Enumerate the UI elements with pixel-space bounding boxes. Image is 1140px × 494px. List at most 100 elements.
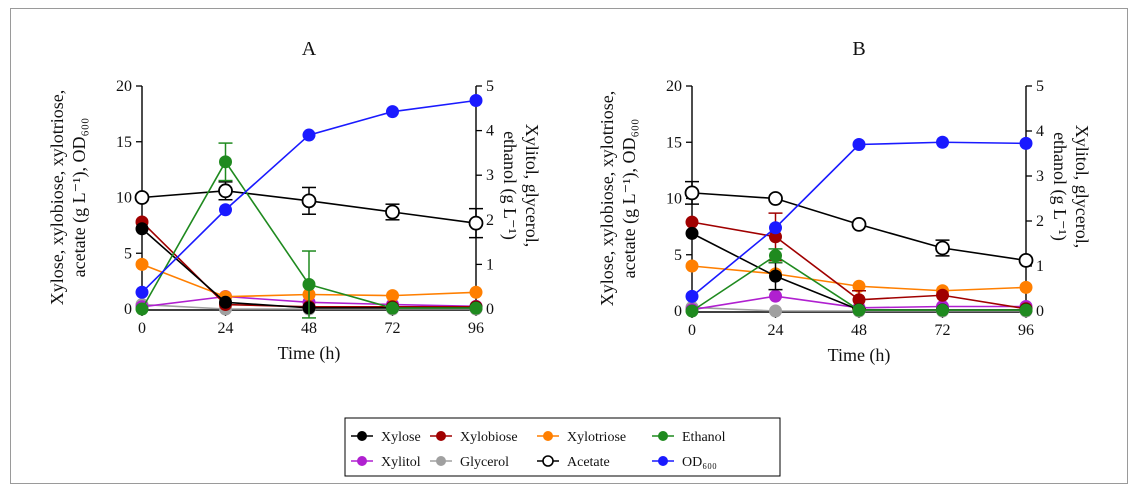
data-point bbox=[769, 230, 782, 244]
legend-label: Xylobiose bbox=[460, 430, 518, 445]
legend-label: OD₆₀₀ bbox=[682, 455, 717, 470]
y-axis-right-title: Xylitol, glycerol,ethanol (g L⁻¹) bbox=[499, 124, 542, 247]
legend: Xylose Xylobiose Xylotriose Ethanol Xylitol G… bbox=[344, 417, 781, 477]
data-point bbox=[135, 257, 149, 271]
legend-item-xylobiose: Xylobiose bbox=[430, 430, 518, 445]
y-axis-right-title-line2: ethanol (g L⁻¹) bbox=[1049, 132, 1070, 241]
data-point bbox=[769, 221, 782, 235]
series-acetate bbox=[134, 181, 484, 239]
data-point bbox=[769, 269, 782, 283]
data-point bbox=[936, 288, 949, 302]
data-point bbox=[469, 285, 483, 299]
data-point bbox=[936, 135, 949, 149]
y-axis-left-title: Xylose, xylobiose, xylotriose, acetate (g… bbox=[597, 91, 640, 306]
y-axis-right-title: Xylitol, glycerol,ethanol (g L⁻¹) bbox=[1049, 125, 1092, 248]
data-point bbox=[218, 183, 233, 199]
y-right-tick-label: 2 bbox=[1036, 213, 1044, 230]
data-point bbox=[219, 295, 232, 309]
legend-item-xylotriose: Xylotriose bbox=[537, 430, 626, 445]
y-left-tick-label: 0 bbox=[674, 303, 682, 320]
data-point bbox=[134, 190, 150, 205]
y-right-tick-label: 0 bbox=[1036, 303, 1044, 320]
x-tick-label: 0 bbox=[688, 322, 696, 339]
x-tick-label: 24 bbox=[768, 322, 784, 339]
y-axis-right-title-line1: Xylitol, glycerol, bbox=[522, 124, 542, 247]
data-point bbox=[135, 222, 149, 236]
panel-title: B bbox=[852, 38, 865, 60]
x-tick-label: 0 bbox=[138, 320, 146, 337]
series-ethanol bbox=[685, 248, 1033, 318]
legend-label: Acetate bbox=[567, 455, 610, 470]
data-point bbox=[685, 259, 699, 273]
y-left-tick-label: 15 bbox=[666, 134, 682, 151]
series-ethanol bbox=[135, 142, 483, 319]
y-left-tick-label: 10 bbox=[666, 191, 682, 208]
data-point bbox=[469, 93, 483, 107]
data-point bbox=[684, 185, 700, 201]
data-point bbox=[769, 289, 782, 303]
y-right-tick-label: 0 bbox=[486, 301, 494, 318]
legend-marker bbox=[543, 431, 553, 441]
data-point bbox=[219, 155, 232, 169]
x-tick-label: 96 bbox=[468, 320, 484, 337]
data-point bbox=[386, 301, 399, 315]
legend-item-acetate: Acetate bbox=[537, 455, 610, 470]
data-point bbox=[1019, 280, 1033, 294]
y-right-tick-label: 3 bbox=[1036, 168, 1044, 185]
legend-label: Ethanol bbox=[682, 430, 726, 445]
y-right-tick-label: 1 bbox=[486, 256, 494, 273]
panel-a: A 0 5 10 15 20 0 1 2 3 4 5 0 24 48 72 96 Time (h) Xylose, … bbox=[47, 38, 542, 364]
data-point bbox=[386, 289, 399, 303]
legend-marker bbox=[357, 456, 367, 466]
data-point bbox=[852, 138, 866, 151]
legend-label: Xylitol bbox=[381, 455, 421, 470]
panel-b: B 0 5 10 15 20 0 1 2 3 4 5 0 24 48 72 96 Time (h) Xylose, … bbox=[597, 38, 1092, 366]
y-right-tick-label: 4 bbox=[486, 123, 494, 140]
data-point bbox=[769, 249, 782, 263]
data-point bbox=[852, 279, 866, 293]
y-axis-left-title-line1: Xylose, xylobiose, xylotriose, bbox=[47, 90, 67, 305]
data-point bbox=[1019, 303, 1033, 317]
y-axis-left-title-line2: acetate (g L⁻¹), OD₆₀₀ bbox=[619, 119, 640, 279]
y-axis-left-title-line2: acetate (g L⁻¹), OD₆₀₀ bbox=[69, 118, 90, 278]
y-axis-right-title-line1: Xylitol, glycerol, bbox=[1072, 125, 1092, 248]
data-point bbox=[302, 128, 316, 142]
x-axis-title: Time (h) bbox=[278, 343, 341, 364]
data-point bbox=[469, 301, 483, 315]
data-point bbox=[135, 285, 149, 299]
legend-marker bbox=[436, 431, 446, 441]
data-point bbox=[386, 105, 399, 119]
data-point bbox=[135, 302, 149, 316]
x-tick-label: 48 bbox=[301, 320, 317, 337]
data-point bbox=[1019, 136, 1033, 150]
data-point bbox=[769, 304, 782, 318]
y-left-tick-label: 5 bbox=[674, 247, 682, 264]
y-left-tick-label: 10 bbox=[116, 190, 132, 207]
data-point bbox=[851, 216, 867, 232]
legend-marker bbox=[542, 455, 554, 467]
y-left-tick-label: 15 bbox=[116, 134, 132, 151]
legend-item-od: OD₆₀₀ bbox=[652, 455, 717, 470]
data-point bbox=[385, 204, 400, 220]
y-left-tick-label: 20 bbox=[116, 78, 132, 95]
data-point bbox=[852, 293, 866, 307]
legend-item-glycerol: Glycerol bbox=[430, 455, 509, 470]
data-point bbox=[685, 215, 699, 229]
series-od bbox=[685, 135, 1033, 303]
x-axis-title: Time (h) bbox=[828, 345, 891, 366]
series-acetate bbox=[684, 180, 1034, 268]
legend-marker bbox=[658, 456, 668, 466]
y-right-tick-label: 5 bbox=[1036, 78, 1044, 95]
data-point bbox=[936, 303, 949, 317]
data-point bbox=[685, 289, 699, 303]
legend-label: Glycerol bbox=[460, 455, 509, 470]
y-axis-left-title-line1: Xylose, xylobiose, xylotriose, bbox=[597, 91, 617, 306]
y-right-tick-label: 3 bbox=[486, 167, 494, 184]
data-point bbox=[302, 277, 316, 291]
data-point bbox=[1018, 252, 1034, 268]
y-right-tick-label: 5 bbox=[486, 78, 494, 95]
legend-item-ethanol: Ethanol bbox=[652, 430, 726, 445]
figure-frame: A 0 5 10 15 20 0 1 2 3 4 5 0 24 48 72 96 Time (h) Xylose, … bbox=[10, 8, 1128, 484]
legend-label: Xylotriose bbox=[567, 430, 626, 445]
